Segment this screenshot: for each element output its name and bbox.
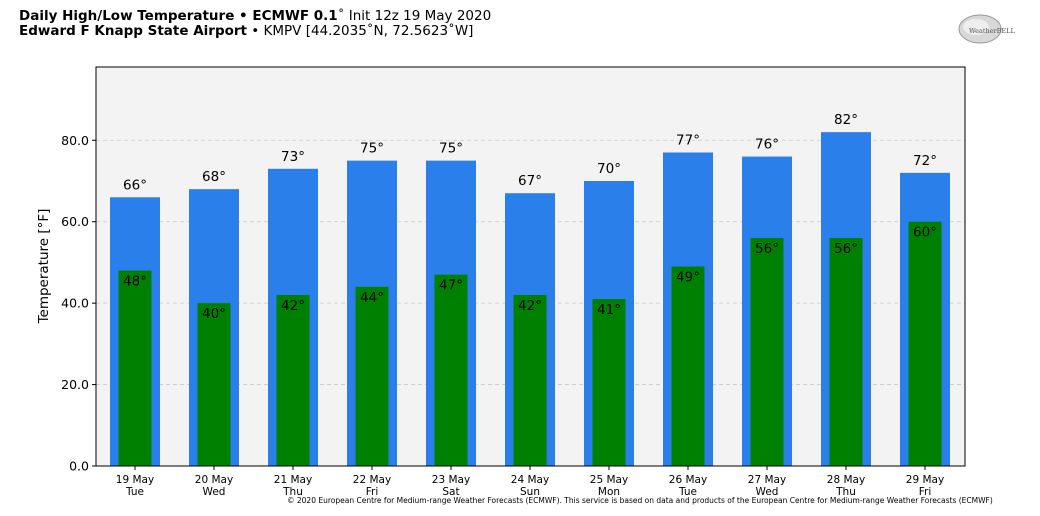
chart-title-block: Daily High/Low Temperature • ECMWF 0.1˚ … [19, 9, 491, 39]
chart-title: Daily High/Low Temperature • ECMWF 0.1˚ … [19, 9, 491, 24]
x-tick-date: 19 May [116, 474, 154, 486]
high-temp-label: 77° [676, 133, 700, 149]
x-tick-weekday: Fri [366, 486, 379, 498]
low-temp-bar [513, 295, 547, 466]
high-temp-label: 70° [597, 161, 621, 177]
high-temp-label: 76° [755, 137, 779, 153]
x-tick-date: 25 May [590, 474, 628, 486]
x-tick-weekday: Thu [282, 486, 303, 498]
x-tick-date: 23 May [432, 474, 470, 486]
low-temp-label: 42° [281, 298, 305, 314]
x-tick-weekday: Sat [442, 486, 459, 498]
x-tick-date: 24 May [511, 474, 549, 486]
x-tick-date: 28 May [827, 474, 865, 486]
high-temp-label: 82° [834, 112, 858, 128]
low-temp-label: 40° [202, 306, 226, 322]
x-tick-weekday: Tue [125, 486, 144, 498]
low-temp-bar [750, 238, 784, 466]
low-temp-label: 48° [123, 274, 147, 290]
low-temp-label: 42° [518, 298, 542, 314]
high-temp-label: 68° [202, 169, 226, 185]
x-tick-weekday: Fri [919, 486, 932, 498]
low-temp-bar [908, 221, 942, 466]
low-temp-label: 47° [439, 278, 463, 294]
low-temp-bar [434, 274, 468, 466]
y-tick-label: 80.0 [61, 133, 89, 148]
location-name: Edward F Knapp State Airport [19, 23, 247, 39]
title-degree: ˚ [337, 8, 345, 24]
high-temp-label: 75° [360, 141, 384, 157]
low-temp-label: 56° [834, 241, 858, 257]
x-tick-date: 29 May [906, 474, 944, 486]
y-tick-label: 20.0 [61, 377, 89, 392]
copyright-notice: © 2020 European Centre for Medium-range … [287, 496, 993, 505]
y-axis-ticks: 0.0 20.0 40.0 60.0 80.0 [61, 133, 96, 474]
x-tick-weekday: Tue [678, 486, 697, 498]
y-tick-label: 0.0 [69, 459, 89, 474]
y-tick-label: 40.0 [61, 296, 89, 311]
low-temp-bar [118, 270, 152, 466]
low-temp-label: 49° [676, 270, 700, 286]
title-bold: Daily High/Low Temperature • ECMWF 0.1 [19, 8, 338, 24]
x-tick-date: 27 May [748, 474, 786, 486]
low-temp-bar [829, 238, 863, 466]
location-coords: • KMPV [44.2035˚N, 72.5623˚W] [247, 23, 474, 39]
x-tick-date: 20 May [195, 474, 233, 486]
x-tick-weekday: Wed [756, 486, 779, 498]
weatherbell-logo-icon: WeatherBELL [956, 12, 1020, 46]
x-tick-date: 21 May [274, 474, 312, 486]
high-temp-label: 66° [123, 177, 147, 193]
x-tick-weekday: Mon [598, 486, 620, 498]
low-temp-label: 60° [913, 225, 937, 241]
x-tick-weekday: Thu [835, 486, 856, 498]
title-init: Init 12z 19 May 2020 [344, 8, 492, 24]
low-temp-bar [671, 266, 705, 466]
chart-subtitle: Edward F Knapp State Airport • KMPV [44.… [19, 24, 491, 39]
x-tick-weekday: Sun [520, 486, 540, 498]
x-tick-date: 22 May [353, 474, 391, 486]
low-temp-label: 44° [360, 290, 384, 306]
high-temp-label: 72° [913, 153, 937, 169]
high-temp-label: 73° [281, 149, 305, 165]
y-axis-label: Temperature [°F] [36, 209, 52, 325]
low-temp-bar [276, 295, 310, 466]
high-temp-label: 75° [439, 141, 463, 157]
high-temp-label: 67° [518, 173, 542, 189]
x-tick-date: 26 May [669, 474, 707, 486]
low-temp-bar [592, 299, 626, 466]
low-temp-bar [355, 286, 389, 466]
bars [110, 132, 950, 467]
x-tick-weekday: Wed [203, 486, 226, 498]
low-temp-label: 56° [755, 241, 779, 257]
low-temp-label: 41° [597, 302, 621, 318]
bar-labels: 66° 48° 68° 40° 73° 42° 75° 44° 75° 47° 67° 42° 70° 4… [123, 112, 937, 322]
logo-text: WeatherBELL [969, 27, 1015, 35]
low-temp-bar [197, 303, 231, 466]
y-tick-label: 60.0 [61, 214, 89, 229]
